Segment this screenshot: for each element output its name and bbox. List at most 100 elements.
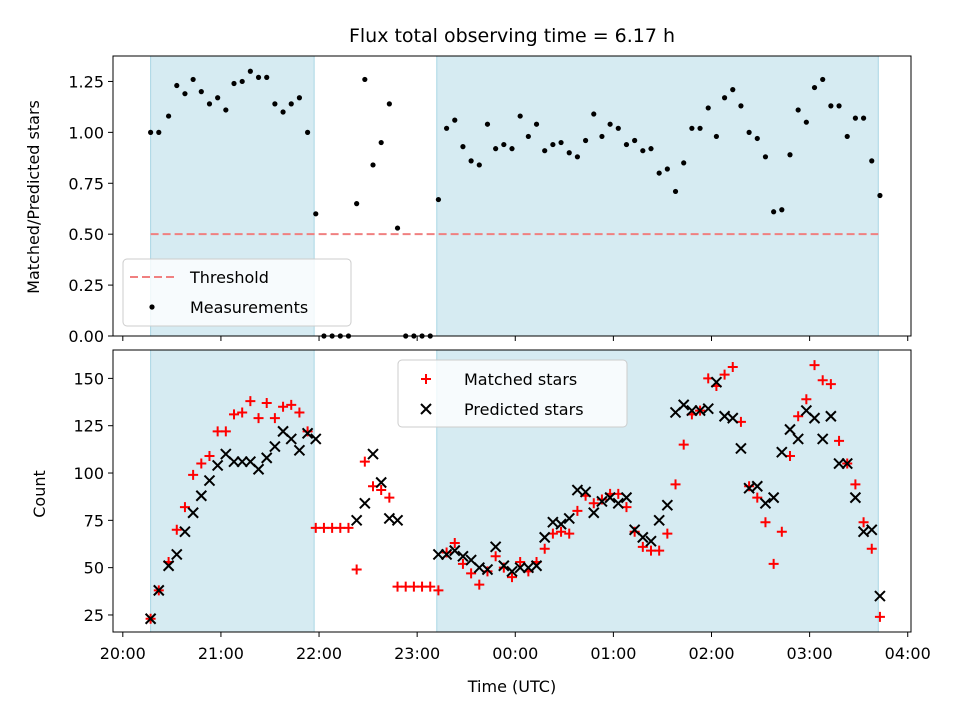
matched-star-point (261, 397, 272, 408)
x-tick-label: 00:00 (492, 644, 538, 663)
predicted-star-point (596, 495, 608, 508)
predicted-star-point (547, 516, 559, 528)
predicted-star-point (269, 440, 281, 453)
x-tick-label: 02:00 (688, 644, 734, 663)
measurement-point (623, 141, 630, 148)
measurement-point (640, 148, 646, 154)
matched-star-point (433, 585, 444, 596)
matched-star-point (351, 564, 362, 575)
predicted-star-point (211, 459, 224, 472)
measurement-point (681, 160, 687, 166)
top-y-tick-label: 1.25 (68, 72, 104, 91)
matched-star-point (744, 481, 755, 492)
measurement-point (591, 111, 597, 117)
predicted-star-point (727, 412, 739, 424)
matched-star-point (629, 526, 640, 537)
predicted-star-point (841, 457, 853, 470)
predicted-star-point (735, 442, 747, 455)
top-y-tick-label: 0.25 (68, 276, 104, 295)
matched-star-point (662, 528, 673, 539)
matched-star-point (196, 458, 207, 469)
top-y-tick-label: 0.00 (68, 327, 104, 346)
matched-star-point (204, 450, 215, 461)
measurement-point (370, 162, 376, 168)
measurement-point (443, 125, 450, 131)
matched-star-point (343, 522, 354, 533)
predicted-star-point (179, 525, 191, 538)
predicted-star-point (153, 584, 165, 597)
predicted-star-point (252, 463, 265, 475)
predicted-star-point (604, 491, 616, 504)
matched-star-point (817, 375, 828, 386)
matched-star-point (768, 558, 779, 569)
measurement-point (664, 166, 670, 172)
measurement-point (844, 133, 850, 140)
x-tick-label: 04:00 (885, 644, 931, 663)
predicted-star-point (538, 531, 551, 544)
predicted-star-point (710, 376, 723, 388)
matched-star-point (678, 439, 689, 450)
predicted-star-point (171, 548, 183, 561)
matched-star-point (294, 407, 305, 418)
matched-star-point (793, 411, 804, 422)
top-legend: Threshold Measurements (122, 258, 352, 327)
matched-star-point (253, 413, 264, 424)
measurement-point (787, 152, 793, 158)
measurement-point (354, 201, 360, 207)
matched-star-point (515, 556, 526, 567)
measurement-point (615, 125, 621, 131)
top-legend-box (122, 258, 352, 327)
predicted-star-point (816, 433, 829, 445)
x-tick-label: 21:00 (198, 644, 244, 663)
measurement-point (533, 121, 540, 127)
predicted-star-point (637, 531, 649, 544)
measurement-point (705, 105, 711, 111)
measurement-point (721, 95, 728, 101)
ratio-panel: 0.00 0.25 0.50 0.75 1.00 1.25 Threshold Measure… (68, 55, 912, 346)
measurement-point (460, 144, 466, 150)
bottom-y-tick-label: 125 (73, 417, 104, 436)
predicted-star-point (571, 484, 584, 496)
matched-star-point (376, 485, 387, 496)
predicted-star-point (457, 550, 469, 563)
predicted-star-point (612, 497, 624, 510)
predicted-star-point (825, 410, 837, 422)
measurement-point (525, 133, 531, 140)
matched-star-point (507, 572, 517, 583)
matched-star-point (179, 502, 190, 513)
measurement-point (165, 113, 172, 119)
matched-star-point (572, 505, 583, 516)
matched-star-point (719, 369, 730, 380)
matched-star-point (727, 362, 738, 373)
bottom-y-tick-label: 150 (73, 369, 104, 388)
predicted-star-point (195, 490, 208, 502)
predicted-star-point (449, 544, 461, 557)
matched-star-point (229, 409, 240, 420)
predicted-star-point (677, 399, 690, 411)
predicted-star-point (645, 535, 657, 547)
measurement-point (304, 129, 311, 135)
measurement-point (386, 101, 392, 107)
predicted-star-point (694, 404, 706, 417)
measurement-point (264, 74, 270, 80)
measurement-point (198, 89, 204, 95)
x-tick-label: 22:00 (296, 644, 342, 663)
matched-star-point (425, 581, 436, 592)
predicted-star-point (661, 499, 674, 511)
matched-star-point (874, 611, 885, 622)
predicted-star-point (874, 590, 886, 602)
predicted-star-point (579, 486, 592, 498)
predicted-star-point (767, 491, 780, 504)
measurement-point (378, 139, 384, 146)
measurement-point (632, 137, 638, 144)
matched-star-point (171, 524, 182, 535)
predicted-star-point (833, 457, 845, 470)
measurement-point (313, 211, 319, 217)
measurement-point (754, 135, 760, 142)
matched-star-point (596, 494, 607, 505)
measurement-point (501, 141, 507, 148)
measurement-point (566, 150, 572, 156)
measurement-point (771, 209, 777, 215)
measurement-point (730, 87, 736, 93)
matched-star-point (269, 413, 280, 424)
